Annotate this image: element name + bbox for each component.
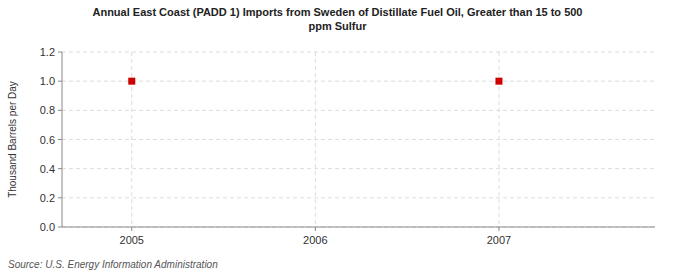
y-grid-line	[62, 139, 655, 140]
y-grid-line	[62, 52, 655, 53]
y-tick-label: 1.2	[40, 46, 55, 58]
y-tick-label: 0.8	[40, 104, 55, 116]
y-grid-line	[62, 197, 655, 198]
title-line: Annual East Coast (PADD 1) Imports from …	[92, 6, 582, 18]
y-grid-line	[62, 110, 655, 111]
y-tick	[58, 110, 62, 111]
y-tick	[58, 81, 62, 82]
points	[128, 78, 502, 85]
y-tick	[58, 52, 62, 53]
y-grid-line	[62, 168, 655, 169]
y-tick-label: 0.6	[40, 134, 55, 146]
x-tick-label: 2006	[303, 234, 327, 246]
x-tick-label: 2007	[487, 234, 511, 246]
x-tick-label: 2005	[120, 234, 144, 246]
y-tick-label: 1.0	[40, 75, 55, 87]
y-tick	[58, 168, 62, 169]
point	[495, 78, 502, 85]
y-tick-label: 0.2	[40, 192, 55, 204]
x-tick	[498, 227, 499, 231]
chart: Annual East Coast (PADD 1) Imports from …	[0, 0, 675, 275]
y-tick	[58, 227, 62, 228]
title-line: ppm Sulfur	[308, 20, 367, 32]
y-tick-label: 0.4	[40, 163, 55, 175]
x-tick	[131, 227, 132, 231]
grid	[62, 52, 655, 227]
point	[128, 78, 135, 85]
x-axis-line	[62, 227, 655, 228]
y-axis-label: Thousand Barrels per Day	[7, 81, 18, 198]
y-axis-line	[62, 52, 63, 227]
y-grid-line	[62, 227, 655, 228]
y-grid-line	[62, 81, 655, 82]
x-grid-line	[315, 52, 316, 227]
source: Source: U.S. Energy Information Administ…	[8, 259, 218, 270]
y-tick-label: 0.0	[40, 221, 55, 233]
title: Annual East Coast (PADD 1) Imports from …	[92, 6, 582, 32]
y-tick	[58, 139, 62, 140]
x-tick	[315, 227, 316, 231]
y-tick	[58, 197, 62, 198]
